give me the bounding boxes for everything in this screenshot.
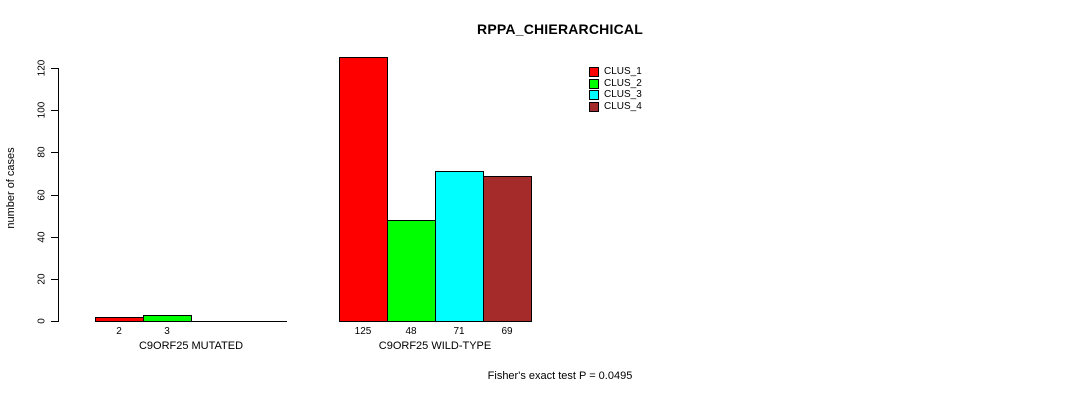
y-tick-mark [51, 237, 58, 238]
bar-clus_3 [435, 171, 484, 322]
bar-clus_1 [95, 317, 144, 322]
y-tick-label: 60 [36, 189, 48, 201]
legend-label: CLUS_1 [604, 66, 642, 77]
y-tick-mark [51, 195, 58, 196]
y-axis-line [58, 68, 59, 322]
y-tick-mark [51, 110, 58, 111]
legend-swatch-clus_1 [589, 67, 599, 77]
bar-value-label: 48 [405, 326, 417, 337]
bar-value-label: 3 [164, 326, 170, 337]
bar-value-label: 71 [453, 326, 465, 337]
fisher-test-note: Fisher's exact test P = 0.0495 [487, 370, 633, 382]
bar-clus_1 [339, 57, 388, 322]
y-tick-mark [51, 321, 58, 322]
y-tick-label: 80 [36, 146, 48, 158]
y-tick-label: 100 [36, 101, 48, 119]
y-tick-mark [51, 68, 58, 69]
legend-label: CLUS_4 [604, 100, 642, 112]
legend-swatch-clus_4 [589, 101, 599, 112]
legend-swatch-clus_3 [589, 90, 599, 100]
bar-value-label: 125 [354, 326, 372, 337]
y-tick-label: 0 [36, 318, 48, 324]
bar-value-label: 2 [116, 326, 122, 337]
y-tick-label: 20 [36, 273, 48, 285]
y-tick-label: 40 [36, 231, 48, 243]
y-tick-label: 120 [36, 59, 48, 77]
y-tick-mark [51, 279, 58, 280]
bar-clus_4 [483, 176, 532, 322]
legend-label: CLUS_2 [604, 77, 642, 89]
bar-clus_2 [387, 220, 436, 322]
legend-swatch-clus_2 [589, 78, 599, 89]
bar-clus_2 [143, 315, 192, 322]
y-tick-mark [51, 152, 58, 153]
chart-title: RPPA_CHIERARCHICAL [477, 21, 643, 37]
y-axis-label: number of cases [5, 147, 17, 229]
legend-label: CLUS_3 [604, 89, 642, 100]
group-label: C9ORF25 MUTATED [138, 340, 244, 352]
bar-value-label: 69 [501, 326, 513, 337]
group-label: C9ORF25 WILD-TYPE [378, 340, 492, 352]
